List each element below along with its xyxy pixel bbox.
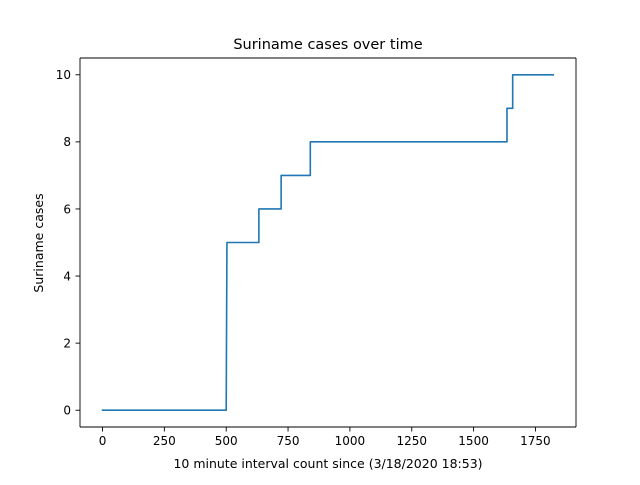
series-line-0 — [101, 73, 555, 412]
y-tick-label: 8 — [63, 135, 71, 149]
x-axis-label: 10 minute interval count since (3/18/202… — [173, 456, 482, 471]
x-tick-label: 500 — [215, 434, 238, 448]
x-tick-label: 750 — [277, 434, 300, 448]
x-tick-label: 1000 — [335, 434, 366, 448]
y-tick-label: 6 — [63, 202, 71, 216]
y-tick-label: 2 — [63, 336, 71, 350]
chart-title: Suriname cases over time — [233, 37, 422, 53]
x-tick-label: 1500 — [458, 434, 489, 448]
y-axis-label: Suriname cases — [31, 193, 46, 292]
x-tick-label: 250 — [153, 434, 176, 448]
plot-area: 0 250 500 750 1000 1250 1500 1750 0 2 4 6 8 10 — [56, 57, 577, 448]
x-tick-label: 1250 — [396, 434, 427, 448]
y-tick-label: 0 — [63, 404, 71, 418]
y-tick-label: 10 — [56, 68, 71, 82]
x-tick-label: 1750 — [520, 434, 551, 448]
x-tick-label: 0 — [99, 434, 107, 448]
y-tick-label: 4 — [63, 269, 71, 283]
